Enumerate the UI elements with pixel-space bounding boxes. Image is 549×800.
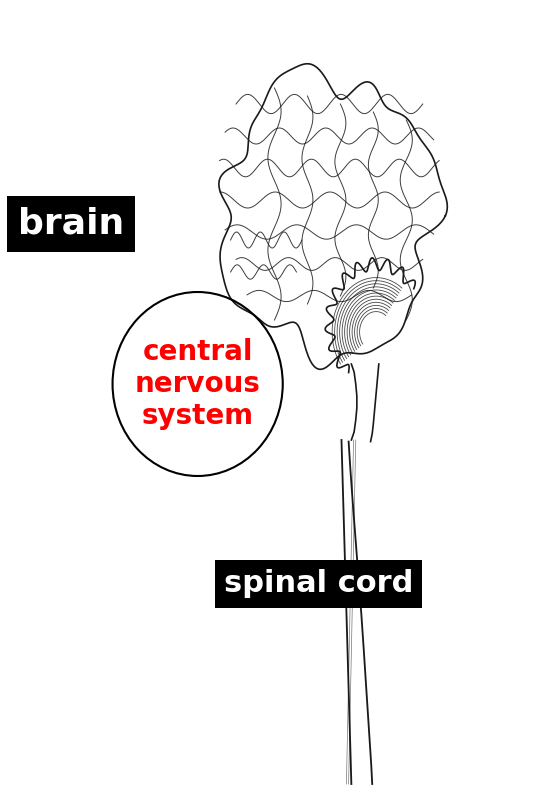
- Text: central
nervous
system: central nervous system: [135, 338, 261, 430]
- Text: brain: brain: [18, 207, 125, 241]
- Text: spinal cord: spinal cord: [224, 570, 413, 598]
